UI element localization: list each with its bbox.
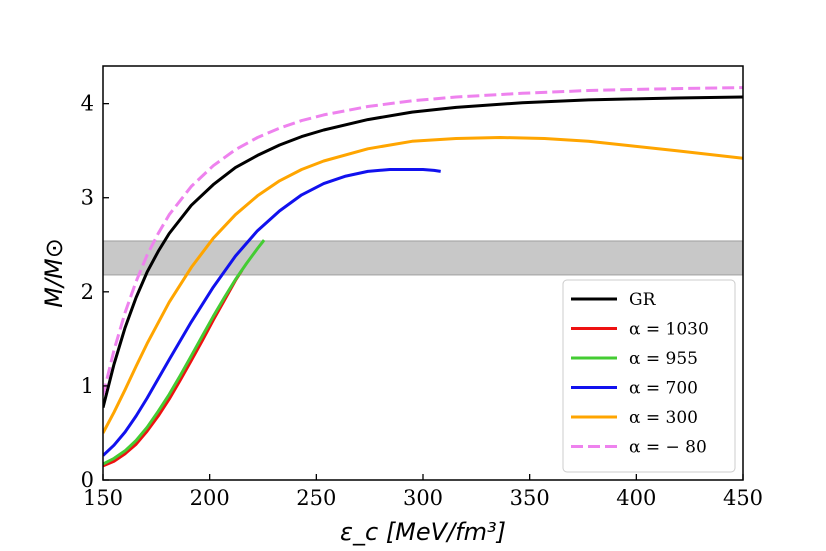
series-line-3 xyxy=(103,168,441,457)
legend-label-5: α = − 80 xyxy=(629,438,707,458)
x-tick-label-150: 150 xyxy=(83,486,123,510)
series-line-2 xyxy=(103,239,266,466)
series-line-5 xyxy=(103,86,743,396)
axis-ticks-layer: 150 200 250 300 350 400 450 0 1 2 3 4 xyxy=(81,92,763,510)
x-tick-label-400: 400 xyxy=(616,486,656,510)
legend-label-0: GR xyxy=(629,290,657,310)
legend-label-1: α = 1030 xyxy=(629,320,709,340)
legend-label-3: α = 700 xyxy=(629,379,698,399)
series-line-4 xyxy=(103,136,743,434)
y-axis-label: M/M⊙ xyxy=(40,238,68,308)
mass-constraint-band xyxy=(103,240,743,276)
y-tick-label-2: 2 xyxy=(81,280,94,304)
x-tick-label-250: 250 xyxy=(296,486,336,510)
y-tick-label-3: 3 xyxy=(81,186,94,210)
legend-label-2: α = 955 xyxy=(629,349,698,369)
x-tick-label-350: 350 xyxy=(510,486,550,510)
legend-label-4: α = 300 xyxy=(629,408,698,428)
y-tick-label-0: 0 xyxy=(81,468,94,492)
series-line-0 xyxy=(103,95,743,408)
x-tick-label-450: 450 xyxy=(723,486,763,510)
x-tick-label-200: 200 xyxy=(190,486,230,510)
y-tick-label-4: 4 xyxy=(81,92,94,116)
mass-constraint-band-layer xyxy=(103,240,743,276)
legend: GR α = 1030 α = 955 α = 700 α = 300 α = − 80 xyxy=(562,279,736,473)
x-axis-label: ε_c [MeV/fm³] xyxy=(340,518,506,546)
y-tick-label-1: 1 xyxy=(81,374,94,398)
x-tick-label-300: 300 xyxy=(403,486,443,510)
series-lines-layer xyxy=(103,86,743,468)
